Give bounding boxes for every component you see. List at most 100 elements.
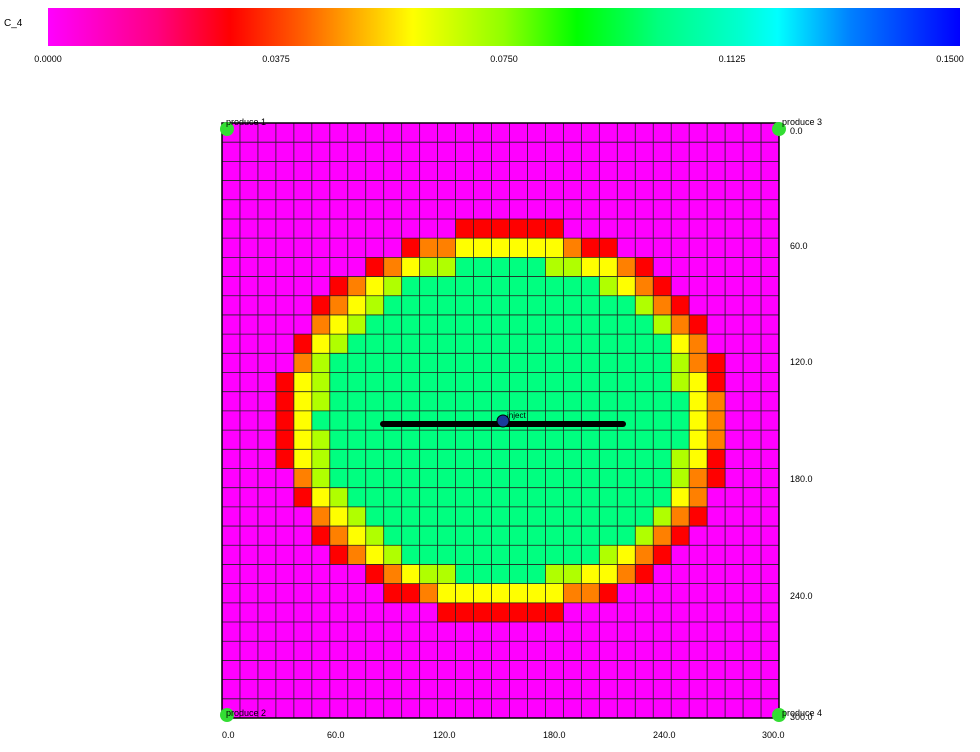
grid-cell	[329, 487, 349, 508]
grid-cell	[365, 622, 385, 642]
grid-cell	[347, 295, 367, 316]
grid-cell	[761, 622, 780, 642]
produce-1-well-marker[interactable]	[220, 122, 234, 136]
grid-cell	[617, 218, 636, 239]
grid-cell	[293, 161, 313, 182]
grid-cell	[635, 334, 654, 354]
grid-cell	[383, 276, 403, 297]
grid-cell	[239, 602, 259, 623]
grid-cell	[689, 506, 708, 527]
grid-cell	[635, 430, 654, 450]
inject-well-marker[interactable]	[496, 414, 510, 428]
grid-cell	[491, 161, 510, 182]
grid-cell	[491, 142, 510, 162]
grid-cell	[545, 410, 564, 431]
grid-cell	[257, 180, 277, 201]
grid-cell	[743, 430, 762, 450]
grid-cell	[257, 295, 277, 316]
grid-cell	[653, 314, 672, 335]
grid-cell	[455, 218, 475, 239]
grid-cell	[419, 123, 439, 143]
grid-cell	[401, 199, 421, 220]
grid-cell	[311, 583, 331, 604]
produce-3-well-marker[interactable]	[772, 122, 786, 136]
grid-cell	[383, 487, 403, 508]
grid-cell	[275, 334, 295, 354]
grid-cell	[347, 468, 367, 489]
grid-cell	[275, 257, 295, 278]
grid-cell	[473, 295, 493, 316]
grid-cell	[222, 314, 241, 335]
grid-cell	[617, 372, 636, 393]
grid-cell	[455, 180, 475, 201]
grid-cell	[563, 161, 582, 182]
grid-cell	[599, 526, 618, 546]
grid-cell	[509, 622, 528, 642]
grid-cell	[617, 602, 636, 623]
grid-cell	[581, 276, 600, 297]
grid-cell	[617, 123, 636, 143]
grid-cell	[419, 430, 439, 450]
grid-cell	[689, 218, 708, 239]
grid-cell	[222, 142, 241, 162]
grid-cell	[329, 622, 349, 642]
grid-cell	[473, 199, 493, 220]
grid-cell	[635, 295, 654, 316]
grid-cell	[689, 410, 708, 431]
grid-cell	[563, 526, 582, 546]
grid-cell	[563, 583, 582, 604]
grid-cell	[275, 564, 295, 585]
grid-cell	[419, 487, 439, 508]
grid-cell	[671, 602, 690, 623]
grid-cell	[329, 583, 349, 604]
grid-cell	[437, 218, 457, 239]
grid-cell	[707, 660, 726, 681]
grid-cell	[239, 583, 259, 604]
grid-cell	[239, 641, 259, 661]
grid-cell	[563, 257, 582, 278]
grid-cell	[689, 334, 708, 354]
grid-cell	[473, 583, 493, 604]
grid-cell	[329, 468, 349, 489]
grid-cell	[239, 142, 259, 162]
grid-cell	[437, 295, 457, 316]
grid-cell	[455, 622, 475, 642]
grid-cell	[599, 641, 618, 661]
grid-cell	[239, 487, 259, 508]
grid-cell	[347, 257, 367, 278]
grid-cell	[401, 391, 421, 412]
grid-cell	[257, 468, 277, 489]
grid-cell	[401, 545, 421, 565]
grid-cell	[545, 583, 564, 604]
produce-4-well-marker[interactable]	[772, 708, 786, 722]
grid-cell	[383, 257, 403, 278]
grid-cell	[617, 430, 636, 450]
grid-cell	[527, 180, 546, 201]
grid-cell	[293, 545, 313, 565]
grid-cell	[473, 506, 493, 527]
grid-cell	[293, 180, 313, 201]
grid-cell	[563, 506, 582, 527]
grid-cell	[275, 449, 295, 469]
grid-cell	[239, 698, 259, 719]
grid-cell	[491, 660, 510, 681]
grid-cell	[293, 353, 313, 374]
grid-cell	[635, 487, 654, 508]
grid-cell	[365, 161, 385, 182]
grid-cell	[455, 449, 475, 469]
produce-2-well-marker[interactable]	[220, 708, 234, 722]
grid-cell	[653, 468, 672, 489]
grid-cell	[419, 583, 439, 604]
grid-cell	[491, 564, 510, 585]
grid-cell	[563, 487, 582, 508]
grid-cell	[473, 334, 493, 354]
grid-cell	[743, 545, 762, 565]
grid-cell	[491, 276, 510, 297]
grid-cell	[653, 353, 672, 374]
grid-cell	[222, 238, 241, 258]
grid-cell	[707, 468, 726, 489]
grid-cell	[725, 698, 744, 719]
grid-cell	[275, 698, 295, 719]
grid-cell	[581, 660, 600, 681]
